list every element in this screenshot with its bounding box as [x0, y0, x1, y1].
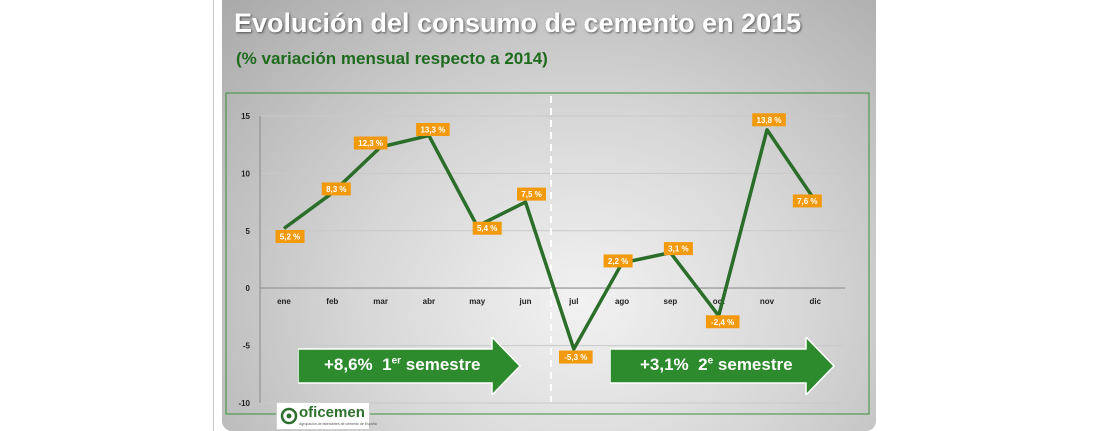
x-tick-label: may	[469, 297, 486, 306]
data-label-box	[559, 350, 593, 364]
chart-subtitle: (% variación mensual respecto a 2014)	[236, 49, 548, 68]
y-tick-label: 15	[241, 112, 250, 121]
semester-1-ordinal: 1	[382, 355, 392, 374]
series-line	[282, 128, 817, 351]
semester-1-label: +8,6% 1er semestre	[324, 355, 480, 375]
y-tick-label: 5	[246, 227, 251, 236]
y-tick-labels: 15 10 5 0 -5 -10	[238, 112, 250, 408]
arrow-semester-2	[610, 337, 836, 395]
x-tick-label: jun	[519, 297, 532, 306]
semester-2-word: semestre	[717, 355, 793, 374]
semester-2-ordinal: 2	[698, 355, 708, 374]
x-tick-label: mar	[373, 297, 388, 306]
oficemen-logo: oficemen Agrupación de fabricantes de ce…	[276, 402, 377, 430]
data-label: 8,3 %	[326, 185, 346, 194]
data-label: 5,4 %	[477, 224, 497, 233]
data-label-box	[792, 194, 822, 208]
data-label-box	[752, 113, 786, 127]
logo-mark-icon	[280, 407, 298, 425]
y-tick-label: 0	[246, 284, 251, 293]
data-label: -2,4 %	[711, 318, 734, 327]
data-label-box	[416, 123, 450, 137]
data-label-box	[603, 254, 633, 268]
data-label-box	[705, 315, 740, 329]
data-label: 13,8 %	[757, 116, 782, 125]
semester-2-label: +3,1% 2e semestre	[640, 355, 793, 375]
page-divider	[213, 0, 214, 431]
data-label-box	[321, 182, 351, 196]
chart-title: Evolución del consumo de cemento en 2015	[234, 8, 802, 38]
x-tick-label: oct	[713, 297, 725, 306]
data-label-box	[353, 136, 388, 150]
data-label-box	[663, 242, 693, 256]
x-tick-label: ene	[277, 297, 291, 306]
y-tick-label: 10	[241, 169, 250, 178]
semester-2-value: +3,1%	[640, 355, 689, 374]
data-label: 7,5 %	[521, 190, 541, 199]
x-tick-label: abr	[423, 297, 435, 306]
data-label-box	[517, 187, 546, 201]
x-tick-label: jul	[568, 297, 578, 306]
arrow-semester-1	[298, 337, 522, 395]
data-labels: 5,2 % 8,3 % 12,3 % 13,3 % 5,4 % 7,5 % -5,3 % 2,…	[275, 113, 822, 364]
x-tick-label: feb	[326, 297, 338, 306]
y-tick-label: -5	[243, 342, 251, 351]
semester-1-word: semestre	[405, 355, 481, 374]
x-tick-label: sep	[664, 297, 678, 306]
data-label: 13,3 %	[420, 126, 445, 135]
plot-area-frame	[225, 92, 870, 415]
data-label: -5,3 %	[564, 353, 587, 362]
y-tick-label: -10	[238, 399, 250, 408]
data-label: 12,3 %	[358, 139, 383, 148]
semester-1-value: +8,6%	[324, 355, 373, 374]
x-tick-label: dic	[810, 297, 822, 306]
data-label-box	[275, 230, 305, 244]
data-label: 5,2 %	[280, 233, 300, 242]
data-label: 3,1 %	[668, 245, 688, 254]
x-tick-labels: ene feb mar abr may jun jul ago sep oct nov dic	[277, 297, 822, 306]
data-label: 7,6 %	[797, 197, 817, 206]
semester-2-suffix: e	[707, 355, 714, 367]
semester-1-suffix: er	[391, 355, 402, 367]
data-label-box	[472, 221, 502, 235]
x-tick-label: ago	[615, 297, 629, 306]
x-tick-label: nov	[760, 297, 775, 306]
data-label: 2,2 %	[608, 257, 628, 266]
logo-tagline: Agrupación de fabricantes de cemento de …	[299, 422, 377, 426]
logo-name: oficemen	[299, 404, 365, 421]
